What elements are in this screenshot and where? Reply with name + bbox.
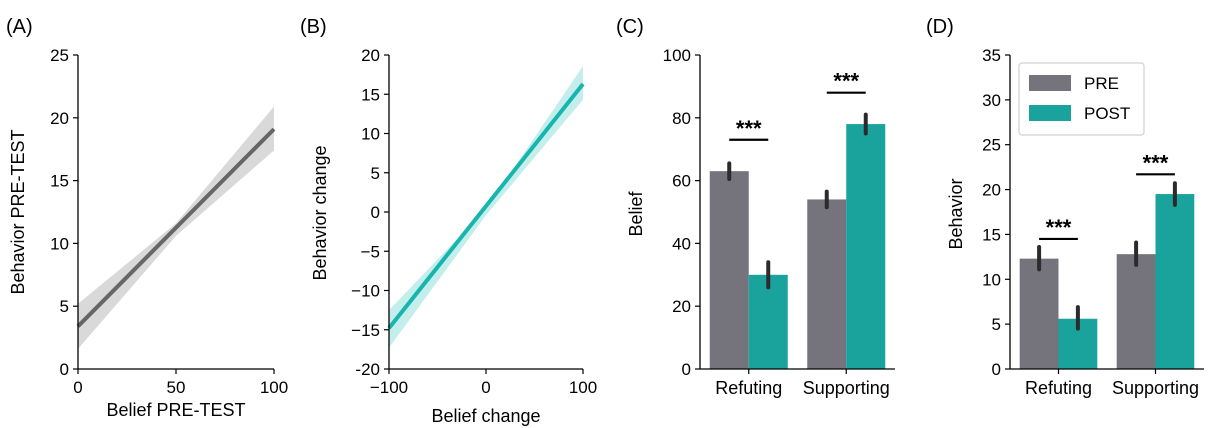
panel-a: (A) 0 5 10 15 20 25 0 50 100 Belief PRE-TEST Beh… bbox=[6, 16, 288, 420]
panel-d-bars: Refuting Supporting *** *** bbox=[1019, 150, 1199, 398]
panel-d-ytick-label: 30 bbox=[982, 91, 1001, 110]
panel-c: (C) Refuting Supporting *** *** 0 20 40 60 80 10… bbox=[616, 16, 895, 398]
panel-c-label: (C) bbox=[616, 16, 644, 38]
panel-c-category-label: Supporting bbox=[803, 378, 890, 398]
panel-a-xtick-label: 100 bbox=[260, 378, 288, 397]
panel-b-ylabel: Behavior change bbox=[310, 145, 330, 280]
panel-d-ytick-label: 25 bbox=[982, 136, 1001, 155]
panel-d-ylabel: Behavior bbox=[946, 178, 966, 249]
legend-label: PRE bbox=[1084, 74, 1119, 93]
panel-b-ytick-label: 10 bbox=[361, 125, 380, 144]
legend-box bbox=[1018, 62, 1145, 136]
panel-d-ytick-label: 10 bbox=[982, 270, 1001, 289]
panel-c-significance-label: *** bbox=[736, 116, 762, 141]
panel-c-axes: 0 20 40 60 80 100 bbox=[663, 46, 895, 379]
panel-b-ytick-label: 0 bbox=[371, 203, 380, 222]
panel-b-axes: -20 −15 −10 −5 0 5 10 15 20 −100 0 100 bbox=[351, 46, 597, 397]
panel-c-ytick-label: 100 bbox=[663, 46, 691, 65]
panel-d-bar bbox=[1019, 258, 1059, 369]
panel-b-xlabel: Belief change bbox=[431, 406, 540, 426]
panel-c-ytick-label: 80 bbox=[672, 109, 691, 128]
panel-c-ylabel: Belief bbox=[626, 190, 646, 236]
panel-d-significance-label: *** bbox=[1046, 215, 1072, 240]
panel-c-bar bbox=[846, 124, 886, 369]
panel-c-significance-label: *** bbox=[833, 69, 859, 94]
panel-b-ytick-label: 15 bbox=[361, 85, 380, 104]
panel-b: (B) -20 −15 −10 −5 0 5 10 15 20 −100 0 100 Belief c… bbox=[300, 16, 597, 426]
panel-a-ytick-label: 0 bbox=[60, 360, 69, 379]
panel-b-confidence-band bbox=[389, 65, 583, 348]
panel-d-bar bbox=[1155, 194, 1195, 369]
panel-a-ytick-label: 5 bbox=[60, 297, 69, 316]
panel-b-ytick-label: -20 bbox=[355, 360, 380, 379]
panel-a-axes: 0 5 10 15 20 25 0 50 100 bbox=[50, 46, 288, 397]
panel-d-axes: 0 5 10 15 20 25 30 35 bbox=[982, 46, 1204, 379]
panel-a-label: (A) bbox=[6, 16, 33, 38]
legend-label: POST bbox=[1084, 104, 1130, 123]
panel-a-ytick-label: 15 bbox=[50, 172, 69, 191]
panel-b-ytick-label: −15 bbox=[351, 321, 380, 340]
panel-a-xtick-label: 0 bbox=[73, 378, 82, 397]
panel-d-ytick-label: 0 bbox=[992, 360, 1001, 379]
panel-c-ytick-label: 60 bbox=[672, 172, 691, 191]
panel-b-xtick-label: 100 bbox=[569, 378, 597, 397]
panel-a-ytick-label: 20 bbox=[50, 109, 69, 128]
panel-d-ytick-label: 20 bbox=[982, 181, 1001, 200]
panel-b-xtick-label: 0 bbox=[481, 378, 490, 397]
panel-d: (D) Refuting Supporting *** *** 0 5 10 15 20 25 3… bbox=[926, 16, 1204, 398]
panel-a-xtick-label: 50 bbox=[167, 378, 186, 397]
panel-a-ytick-label: 10 bbox=[50, 234, 69, 253]
panel-d-category-label: Supporting bbox=[1112, 378, 1199, 398]
panel-b-ytick-label: 20 bbox=[361, 46, 380, 65]
panel-a-ytick-label: 25 bbox=[50, 46, 69, 65]
panel-d-ytick-label: 35 bbox=[982, 46, 1001, 65]
panel-d-label: (D) bbox=[926, 16, 954, 38]
legend-swatch bbox=[1029, 75, 1071, 91]
panel-c-ytick-label: 40 bbox=[672, 234, 691, 253]
panel-c-bar bbox=[807, 199, 847, 369]
panel-c-ytick-label: 0 bbox=[682, 360, 691, 379]
panel-b-regression-line bbox=[387, 82, 585, 330]
panel-b-xtick-label: −100 bbox=[370, 378, 408, 397]
panel-d-bar bbox=[1116, 254, 1156, 369]
panel-c-ytick-label: 20 bbox=[672, 297, 691, 316]
panel-d-ytick-label: 5 bbox=[992, 315, 1001, 334]
panel-c-category-label: Refuting bbox=[715, 378, 782, 398]
legend-swatch bbox=[1029, 105, 1071, 121]
panel-d-legend: PRE POST bbox=[1018, 62, 1145, 136]
panel-a-ylabel: Behavior PRE-TEST bbox=[8, 129, 28, 294]
panel-c-bar bbox=[748, 274, 788, 369]
panel-b-label: (B) bbox=[300, 16, 327, 38]
panel-c-bar bbox=[709, 171, 749, 369]
panel-b-ytick-label: 5 bbox=[371, 164, 380, 183]
panel-d-ytick-label: 15 bbox=[982, 225, 1001, 244]
panel-d-significance-label: *** bbox=[1143, 150, 1169, 175]
panel-d-category-label: Refuting bbox=[1025, 378, 1092, 398]
panel-a-regression-line bbox=[76, 127, 276, 328]
panel-a-xlabel: Belief PRE-TEST bbox=[106, 400, 245, 420]
panel-c-bars: Refuting Supporting *** *** bbox=[709, 69, 890, 398]
panel-b-ytick-label: −10 bbox=[351, 282, 380, 301]
panel-b-ytick-label: −5 bbox=[361, 242, 380, 261]
